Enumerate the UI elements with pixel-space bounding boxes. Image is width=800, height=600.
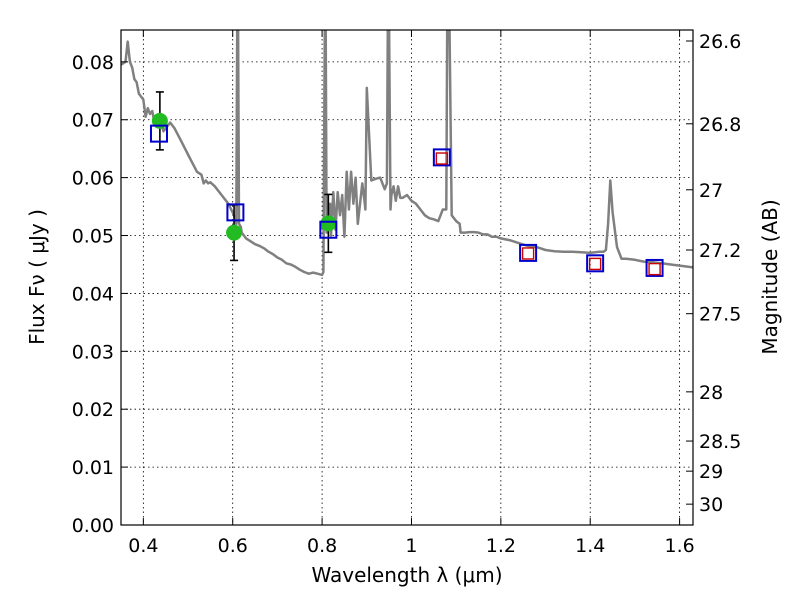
y-tick-label: 0.02 xyxy=(72,399,114,421)
right-tick-label: 26.8 xyxy=(699,114,741,136)
plot-background xyxy=(121,30,693,525)
x-tick-label: 1.2 xyxy=(486,535,516,557)
photometry-point xyxy=(226,224,243,241)
model-flux-square xyxy=(149,124,168,143)
model-flux-square xyxy=(432,148,451,167)
right-tick-label: 28 xyxy=(699,382,723,404)
y-tick-label: 0.05 xyxy=(72,226,114,248)
predicted-flux-square xyxy=(588,257,602,271)
x-tick-label: 0.8 xyxy=(307,535,337,557)
x-tick-label: 1.4 xyxy=(575,535,605,557)
right-tick-label: 30 xyxy=(699,494,723,516)
points-layer xyxy=(149,91,664,277)
y-tick-label: 0.01 xyxy=(72,457,114,479)
model-flux-square xyxy=(226,203,245,222)
model-flux-square xyxy=(586,254,605,273)
right-tick-label: 27 xyxy=(699,180,723,202)
model-sed-line xyxy=(121,30,693,277)
right-tick-label: 26.6 xyxy=(699,31,741,53)
tick-labels: 0.4 0.6 0.8 1 1.2 1.4 1.6 0.00 0.01 0.02 0.03 0.04 0… xyxy=(72,31,742,557)
right-tick-label: 28.5 xyxy=(699,431,741,453)
grid xyxy=(121,30,693,526)
right-tick-label: 27.5 xyxy=(699,304,741,326)
model-sed-layer xyxy=(121,30,693,277)
x-tick-label: 0.4 xyxy=(128,535,158,557)
predicted-flux-square xyxy=(435,152,449,165)
plot-frame xyxy=(120,29,694,526)
predicted-flux-square xyxy=(648,262,661,276)
y-tick-label: 0.06 xyxy=(72,168,114,190)
x-tick-label: 1.6 xyxy=(664,535,694,557)
x-axis-label: Wavelength λ (μm) xyxy=(311,563,502,587)
y-tick-label: 0.07 xyxy=(72,110,114,132)
ticks xyxy=(121,30,693,526)
y-axis-right-label: Magnitude (AB) xyxy=(758,199,782,354)
model-flux-square xyxy=(519,243,538,262)
x-tick-label: 1 xyxy=(405,535,417,557)
y-tick-label: 0.08 xyxy=(72,52,114,74)
y-axis-label: Flux Fν ( μJy ) xyxy=(25,209,49,345)
right-tick-label: 29 xyxy=(699,461,723,483)
right-tick-label: 27.2 xyxy=(699,240,741,262)
predicted-flux-square xyxy=(521,247,535,260)
photometry-point xyxy=(320,215,337,232)
y-tick-label: 0.00 xyxy=(72,515,114,537)
x-tick-label: 0.6 xyxy=(218,535,248,557)
y-tick-label: 0.03 xyxy=(72,341,114,363)
y-tick-label: 0.04 xyxy=(72,283,114,305)
model-flux-square xyxy=(645,258,664,277)
model-flux-square xyxy=(319,220,338,239)
